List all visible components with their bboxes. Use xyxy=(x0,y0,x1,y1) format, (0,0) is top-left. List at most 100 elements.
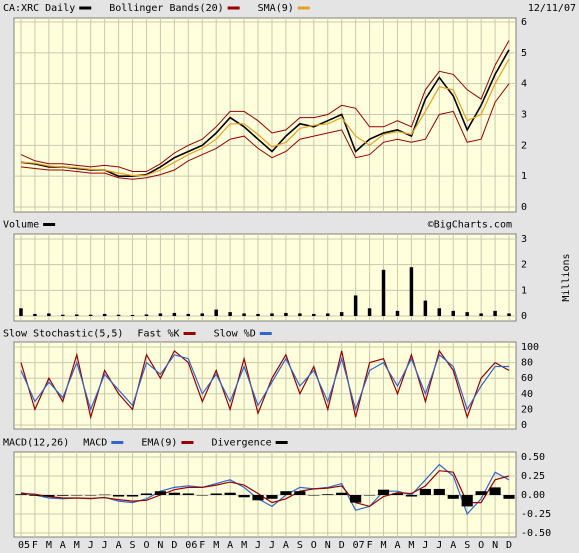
y-tick-label: 0 xyxy=(521,202,527,213)
x-tick-label: 05 xyxy=(18,540,30,551)
panel-header xyxy=(0,0,579,16)
bar xyxy=(210,493,222,495)
legend-label: Bollinger Bands(20) xyxy=(109,3,223,14)
x-tick-label: M xyxy=(381,540,387,551)
x-tick-label: S xyxy=(464,540,470,551)
bar xyxy=(252,495,264,501)
y-tick-label: 0.25 xyxy=(521,471,545,482)
bar xyxy=(15,494,27,495)
panel-header xyxy=(0,326,579,341)
bar xyxy=(182,493,194,495)
bar xyxy=(33,313,37,316)
x-tick-label: A xyxy=(450,540,456,551)
bar xyxy=(364,495,376,496)
bar xyxy=(102,313,107,316)
bar xyxy=(224,492,236,495)
bar xyxy=(29,495,41,496)
plot-area xyxy=(13,233,517,322)
legend-label: SMA(9) xyxy=(258,3,294,14)
y-tick-label: 3 xyxy=(521,234,527,245)
bar xyxy=(256,313,260,316)
bar xyxy=(168,492,180,495)
bar xyxy=(475,491,487,495)
legend-swatch xyxy=(79,6,92,10)
legend-swatch xyxy=(111,441,124,444)
x-tick-label: N xyxy=(157,540,163,551)
bar xyxy=(85,495,97,496)
bar xyxy=(172,312,177,316)
x-tick-label: M xyxy=(241,540,247,551)
bollinger-lower xyxy=(20,83,510,180)
y-tick-label: 4 xyxy=(521,79,527,90)
bar xyxy=(113,495,125,497)
x-tick-label: O xyxy=(311,540,317,551)
bar xyxy=(71,495,83,496)
bar xyxy=(461,495,473,507)
bar xyxy=(419,488,431,495)
y-tick-label: 2 xyxy=(521,140,527,151)
bar xyxy=(339,312,344,316)
bar xyxy=(294,491,306,495)
legend-swatch xyxy=(183,332,196,335)
y-tick-label: -0.25 xyxy=(521,509,551,520)
bar xyxy=(503,495,515,499)
series-line xyxy=(20,353,509,412)
x-tick-label: 06 xyxy=(185,540,197,551)
bollinger-upper xyxy=(20,40,510,172)
panel-title: Slow Stochastic(5,5) xyxy=(3,329,123,340)
x-tick-label: J xyxy=(102,540,108,551)
bar xyxy=(367,308,372,316)
bar xyxy=(409,267,414,316)
panel-title: MACD(12,26) xyxy=(3,438,69,449)
y-tick-label: 0.50 xyxy=(521,452,545,463)
bar xyxy=(381,269,386,316)
bar xyxy=(479,313,483,316)
legend-swatch xyxy=(275,441,288,444)
y-tick-label: 20 xyxy=(521,404,533,415)
y-tick-label: 40 xyxy=(521,389,533,400)
bar xyxy=(423,300,428,316)
sma-line xyxy=(20,58,510,177)
y-tick-label: 100 xyxy=(521,342,539,353)
bar xyxy=(336,492,348,495)
bar xyxy=(61,314,65,316)
bar xyxy=(270,313,274,316)
bar xyxy=(57,495,69,496)
legend-swatch xyxy=(43,223,56,226)
legend-label: Volume xyxy=(3,220,39,231)
x-tick-label: J xyxy=(255,540,261,551)
y-tick-label: 0.00 xyxy=(521,490,545,501)
legend-swatch xyxy=(181,441,194,444)
bar xyxy=(465,312,469,316)
plot-area xyxy=(13,341,517,430)
bar xyxy=(312,313,316,316)
x-tick-label: M xyxy=(213,540,219,551)
bar xyxy=(99,494,111,496)
x-tick-label: F xyxy=(32,540,38,551)
x-tick-label: D xyxy=(339,540,345,551)
bar xyxy=(130,314,135,316)
x-tick-label: A xyxy=(116,540,122,551)
bar xyxy=(489,487,501,495)
legend-swatch xyxy=(259,332,272,335)
x-tick-label: D xyxy=(506,540,512,551)
x-tick-label: N xyxy=(325,540,331,551)
bar xyxy=(326,313,330,316)
bar xyxy=(353,295,358,316)
bar xyxy=(266,495,278,499)
legend-label: Divergence xyxy=(211,438,271,449)
x-tick-label: D xyxy=(171,540,177,551)
y-tick-label: 3 xyxy=(521,110,527,121)
legend-label: Fast %K xyxy=(137,329,179,340)
x-tick-label: F xyxy=(199,540,205,551)
x-tick-label: A xyxy=(394,540,400,551)
bar xyxy=(308,495,320,496)
y-tick-label: 0 xyxy=(521,420,527,431)
bar xyxy=(405,495,417,497)
bar xyxy=(228,312,232,316)
bar xyxy=(238,495,250,498)
y-tick-label: 1 xyxy=(521,171,527,182)
x-tick-label: N xyxy=(492,540,498,551)
bar xyxy=(200,313,204,316)
